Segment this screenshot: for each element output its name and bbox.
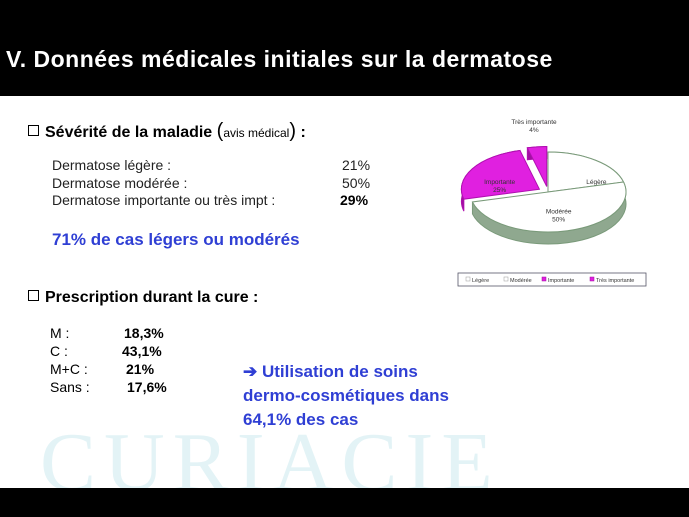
legend-label: Légère: [472, 278, 489, 284]
severity-paren-open: (: [216, 120, 224, 142]
severity-note: avis médical: [223, 126, 290, 140]
pie-slice: [526, 146, 548, 187]
pie-label-value: 25%: [493, 187, 506, 194]
pie-slice: [471, 181, 627, 233]
checkbox-bullet-icon: [28, 125, 39, 136]
severity-colon: :: [300, 124, 306, 141]
prescription-conclusion: ➔ Utilisation de soins dermo-cosmétiques…: [243, 360, 449, 432]
legend-label: Importante: [548, 278, 574, 284]
prescription-row-label: M :: [50, 325, 70, 341]
severity-row-label: Dermatose modérée :: [52, 175, 188, 191]
pie-slice: [547, 151, 625, 193]
slide-title: V. Données médicales initiales sur la de…: [6, 46, 553, 72]
pie-label-name: Modérée: [546, 208, 572, 215]
severity-paren-close: ): [289, 120, 297, 142]
conclusion-line: 64,1% des cas: [243, 410, 359, 429]
pie-label-name: Légère: [586, 179, 607, 186]
legend-swatch: [589, 276, 595, 282]
conclusion-line: Utilisation de soins: [261, 362, 418, 381]
legend-label: Modérée: [510, 278, 532, 284]
arrow-right-icon: ➔: [243, 362, 258, 381]
severity-highlight: 71% de cas légers ou modérés: [52, 230, 300, 249]
pie-label-value: 4%: [529, 127, 539, 134]
severity-row-value: 21%: [342, 157, 371, 173]
severity-row-value: 50%: [342, 175, 371, 191]
severity-row-value: 29%: [340, 192, 369, 208]
pie-label-value: 50%: [552, 216, 565, 223]
prescription-heading-text: Prescription durant la cure :: [45, 289, 259, 306]
legend-swatch: [541, 276, 547, 282]
legend-swatch: [503, 276, 509, 282]
prescription-row-value: 18,3%: [124, 325, 164, 341]
pie-slice: [460, 149, 541, 200]
severity-heading-text: Sévérité de la maladie: [45, 124, 213, 141]
slide-content: CURIACIE Sévérité de la maladie (avis mé…: [0, 96, 689, 488]
prescription-row-value: 17,6%: [127, 379, 167, 395]
checkbox-bullet-icon: [28, 290, 39, 301]
prescription-row-value: 21%: [126, 361, 155, 377]
prescription-row-label: C :: [50, 343, 68, 359]
bottom-black-band: [0, 488, 689, 517]
severity-row-label: Dermatose légère :: [52, 157, 172, 173]
legend-swatch: [465, 276, 471, 282]
prescription-row-label: M+C :: [50, 361, 88, 377]
legend-label: Très importante: [596, 278, 634, 284]
prescription-row-value: 43,1%: [122, 343, 162, 359]
severity-row-label: Dermatose importante ou très impt :: [52, 192, 276, 208]
pie-label-name: Très importante: [511, 119, 557, 126]
pie-label-name: Importante: [484, 179, 515, 186]
background-watermark: CURIACIE: [40, 416, 501, 488]
chart-legend: [457, 272, 647, 287]
prescription-row-label: Sans :: [50, 379, 90, 395]
prescription-heading: Prescription durant la cure :: [28, 289, 258, 307]
conclusion-line: dermo-cosmétiques dans: [243, 386, 449, 405]
severity-heading: Sévérité de la maladie (avis médical) :: [28, 120, 306, 143]
